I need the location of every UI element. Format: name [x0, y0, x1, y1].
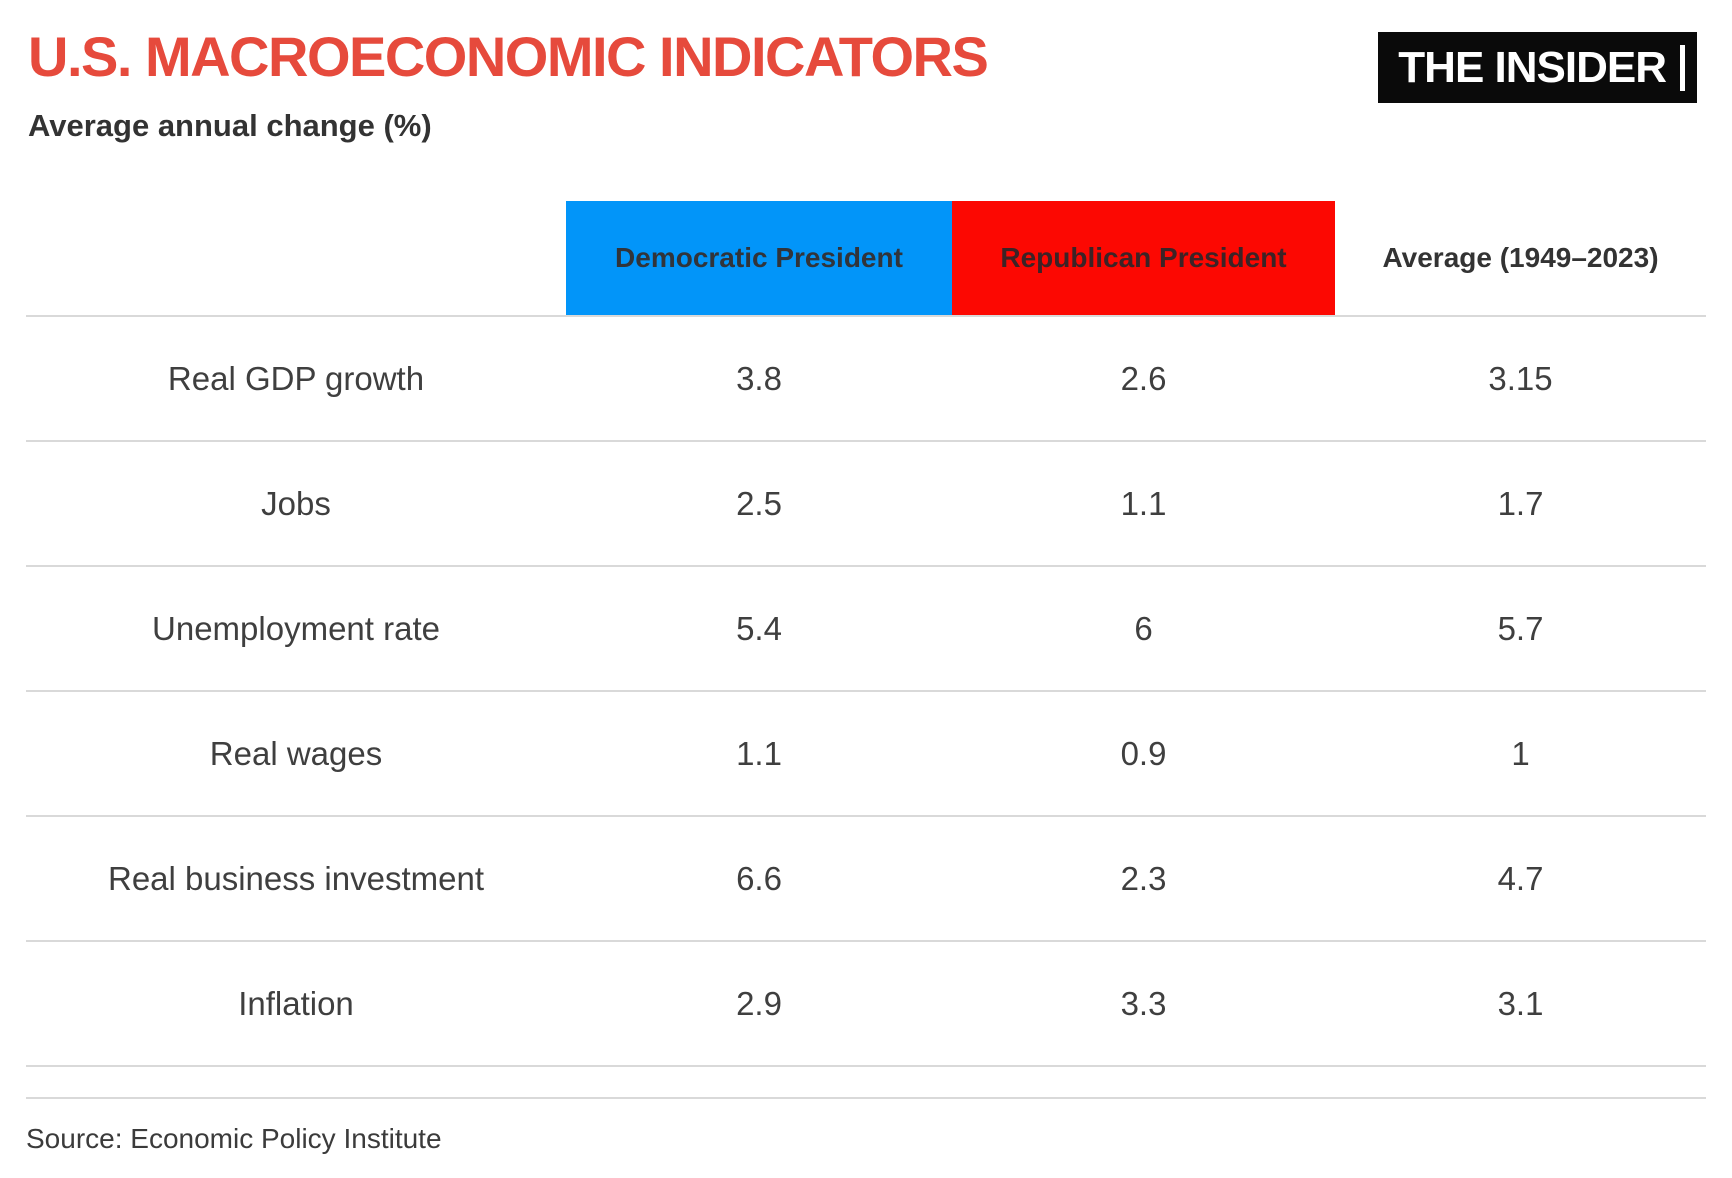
cell-value: 3.3 [1120, 984, 1167, 1022]
cell-value: 1.1 [736, 734, 782, 772]
row-label: Unemployment rate [152, 609, 440, 647]
column-header-republican: Republican President [952, 201, 1335, 316]
table-row: Real wages 1.1 0.9 1 [26, 692, 1706, 818]
table-row: Real GDP growth 3.8 2.6 3.15 [26, 317, 1706, 443]
chart-subtitle: Average annual change (%) [28, 107, 432, 143]
chart-footer: Source: Economic Policy Institute [0, 1099, 1732, 1155]
table-header-row: Democratic President Republican Presiden… [26, 201, 1706, 318]
column-header-average: Average (1949–2023) [1382, 242, 1659, 274]
table-row: Jobs 2.5 1.1 1.7 [26, 442, 1706, 568]
row-label: Real business investment [107, 859, 485, 897]
logo-text: THE INSIDER [1398, 42, 1667, 92]
source-note: Source: Economic Policy Institute [26, 1123, 442, 1155]
cell-value: 6.6 [736, 859, 782, 897]
table-row: Real business investment 6.6 2.3 4.7 [26, 817, 1706, 943]
chart-header: U.S. MACROECONOMIC INDICATORS THE INSIDE… [0, 0, 1732, 143]
cell-value: 5.7 [1497, 609, 1544, 647]
cell-value: 3.15 [1488, 359, 1553, 397]
cell-value: 2.6 [1120, 359, 1167, 397]
row-label: Inflation [238, 984, 354, 1022]
cell-value: 0.9 [1120, 734, 1167, 772]
logo-cursor-bar-icon [1680, 44, 1685, 91]
cell-value: 2.3 [1120, 859, 1167, 897]
cell-value: 2.9 [736, 984, 782, 1022]
table-body: Real GDP growth 3.8 2.6 3.15 Jobs 2.5 1.1 1.7 Un… [26, 317, 1706, 1068]
cell-value: 6 [1134, 609, 1153, 647]
page-title: U.S. MACROECONOMIC INDICATORS [28, 25, 989, 88]
cell-value: 1.7 [1497, 484, 1544, 522]
table-row: Unemployment rate 5.4 6 5.7 [26, 567, 1706, 693]
row-label: Real GDP growth [167, 359, 425, 397]
cell-value: 1.1 [1120, 484, 1167, 522]
column-header-democratic: Democratic President [566, 201, 952, 316]
column-header-empty [26, 201, 566, 315]
cell-value: 2.5 [736, 484, 782, 522]
table-spacer-row [26, 1067, 1706, 1100]
row-label: Real wages [209, 734, 383, 772]
table-row: Inflation 2.9 3.3 3.1 [26, 942, 1706, 1068]
cell-value: 1 [1511, 734, 1530, 772]
cell-value: 3.1 [1497, 984, 1544, 1022]
cell-value: 5.4 [736, 609, 782, 647]
cell-value: 3.8 [736, 359, 782, 397]
row-label: Jobs [261, 484, 331, 522]
the-insider-logo: THE INSIDER [1378, 32, 1697, 103]
cell-value: 4.7 [1497, 859, 1544, 897]
indicators-table: Democratic President Republican Presiden… [26, 201, 1706, 1100]
